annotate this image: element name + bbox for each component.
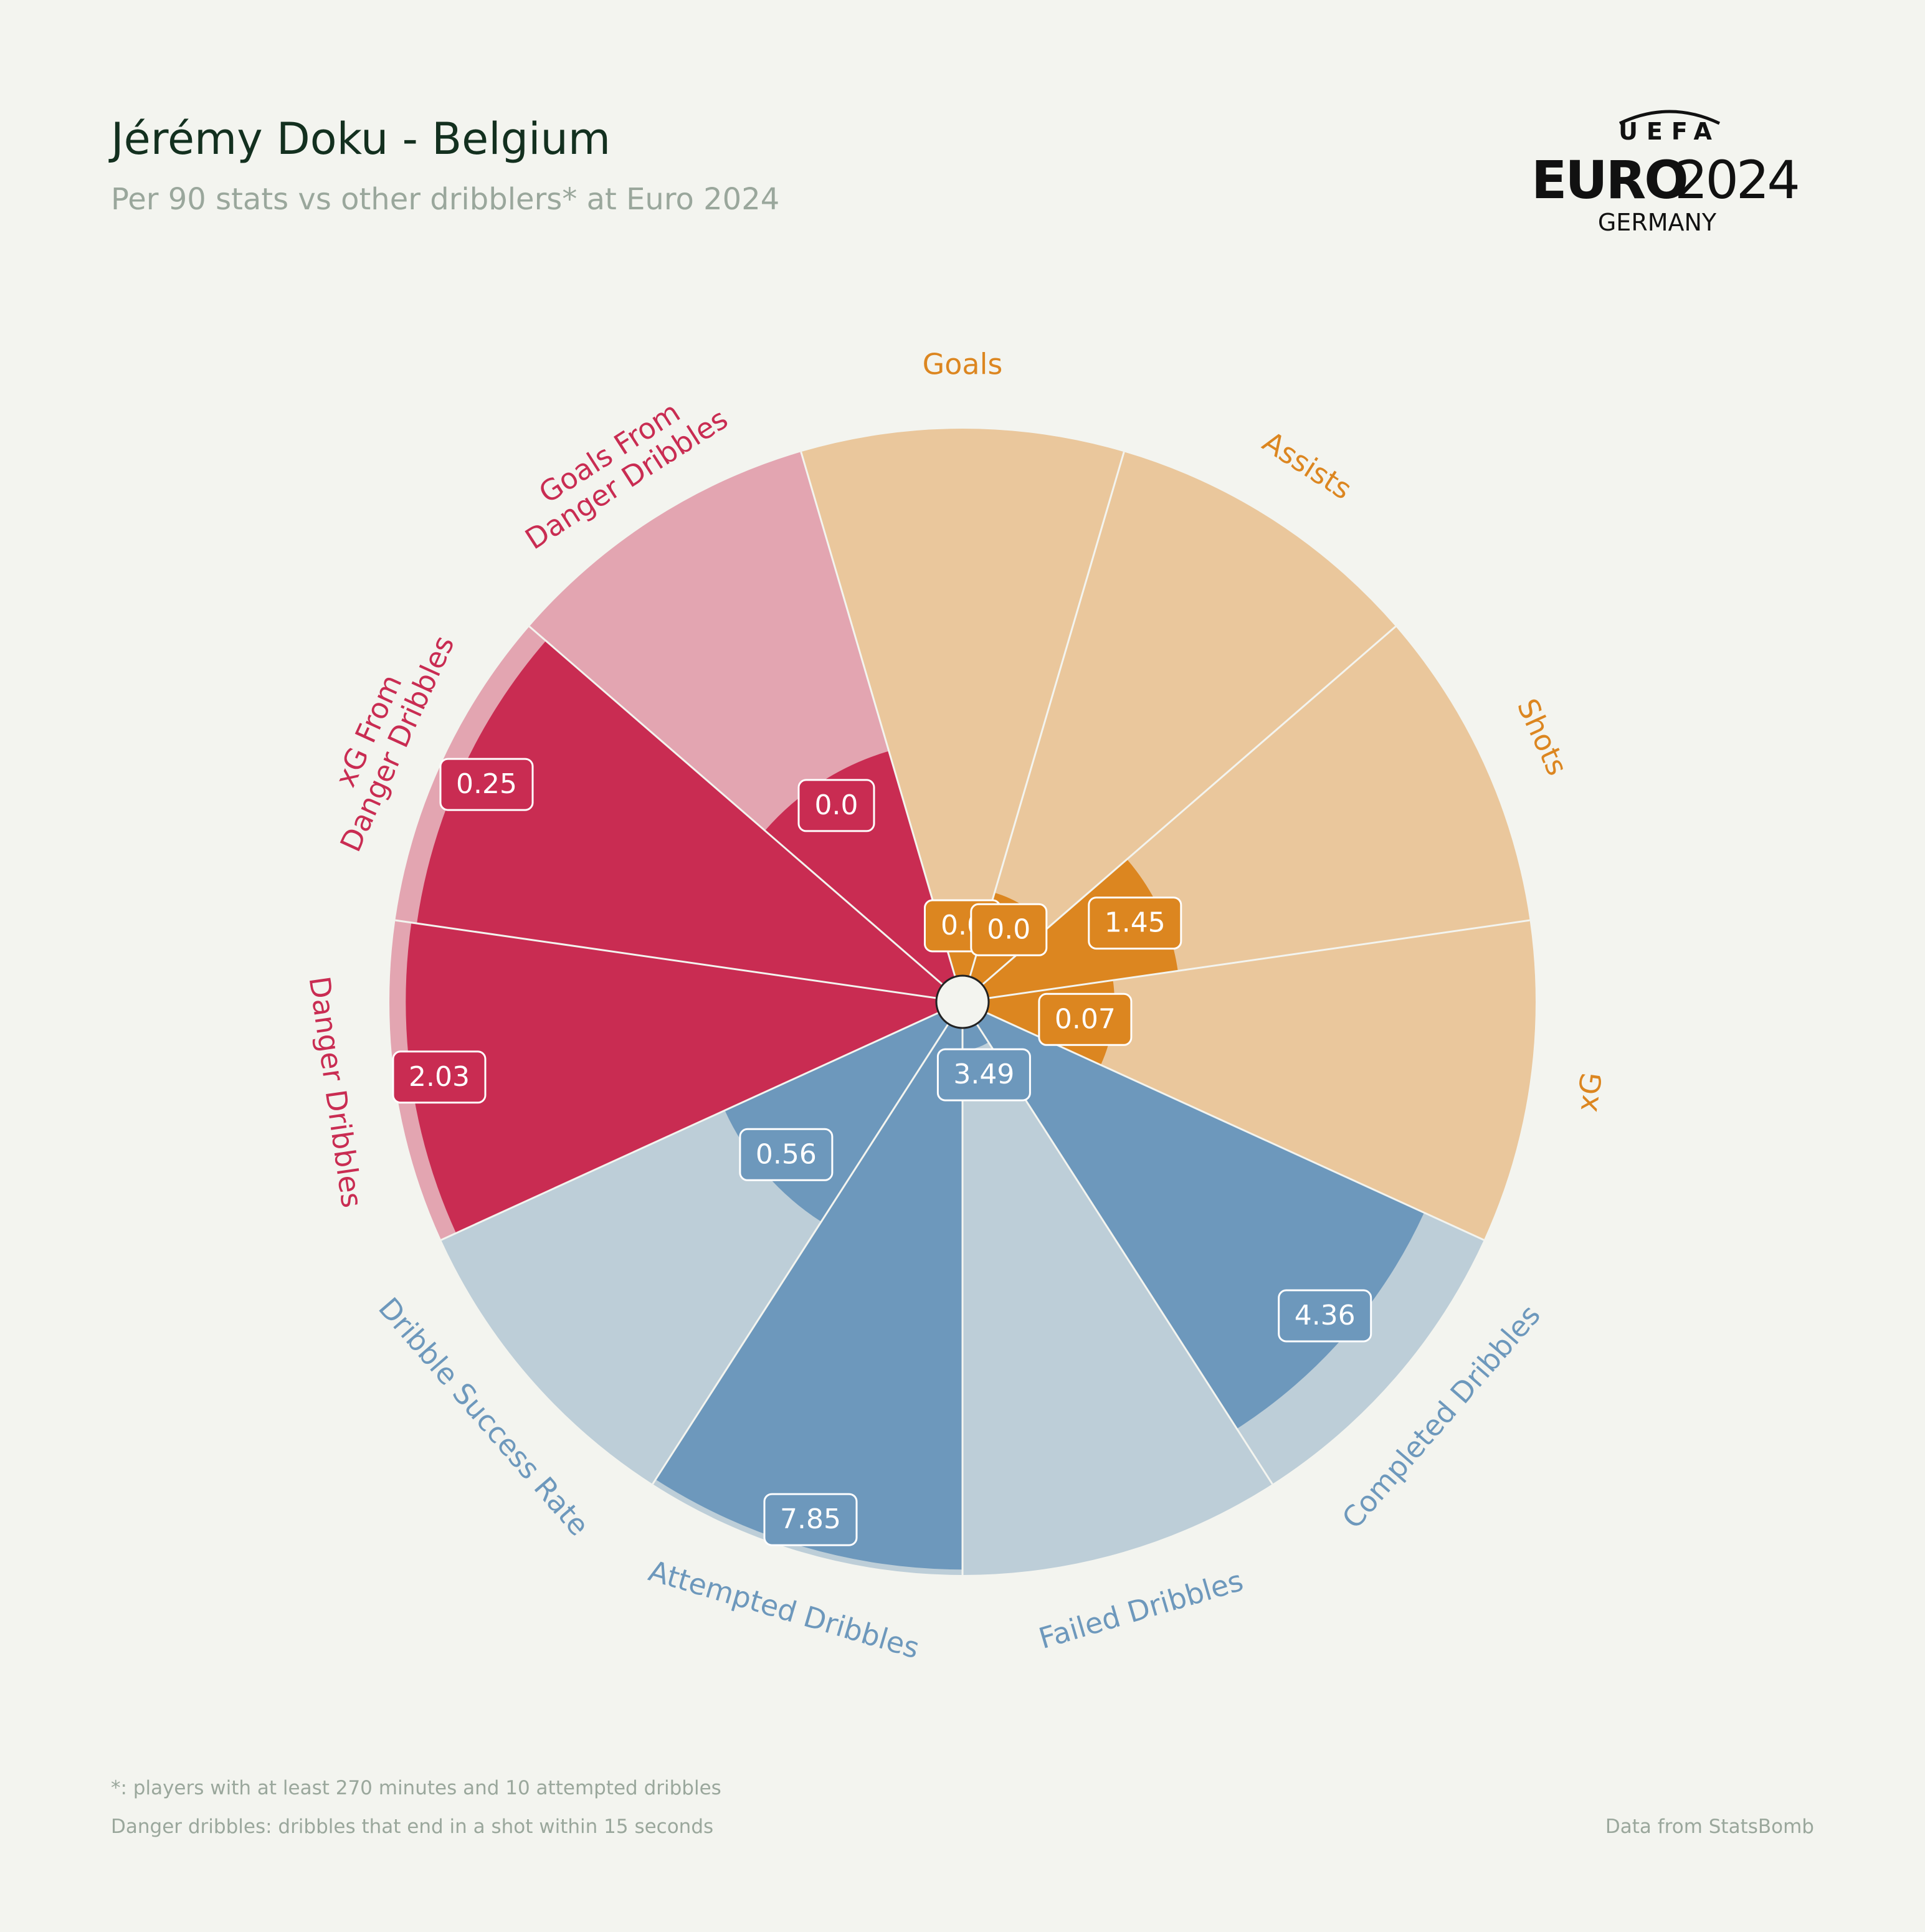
category-label-goals: Goals [923, 348, 1003, 381]
footnote-danger-dribbles: Danger dribbles: dribbles that end in a … [111, 1815, 714, 1838]
value-box-completed-dribbles: 4.36 [1278, 1289, 1372, 1343]
value-box-danger-dribbles: 2.03 [392, 1050, 487, 1104]
value-text-shots: 1.45 [1105, 907, 1166, 939]
value-text-assists: 0.0 [987, 913, 1030, 945]
value-text-danger-dribbles: 2.03 [409, 1061, 470, 1093]
value-slice-shots [962, 859, 1178, 1002]
value-text-xg-from-danger-dribbles: 0.25 [456, 768, 517, 800]
value-text-attempted-dribbles: 7.85 [780, 1503, 841, 1535]
divider-line [962, 919, 1530, 1003]
category-label-shots: Shots [1511, 693, 1574, 780]
divider-line [652, 1001, 964, 1485]
value-slice-attempted-dribbles [655, 1002, 962, 1570]
value-box-xg-from-danger-dribbles: 0.25 [439, 758, 534, 811]
svg-text:2024: 2024 [1675, 150, 1798, 211]
value-text-xg: 0.07 [1055, 1003, 1116, 1035]
value-box-failed-dribbles: 3.49 [936, 1048, 1031, 1102]
category-label-attempted-dribbles: Attempted Dribbles [645, 1554, 923, 1665]
category-label-assists: Assists [1257, 425, 1357, 507]
value-box-assists: 0.0 [970, 903, 1048, 956]
chart-title: Jérémy Doku - Belgium [111, 113, 611, 164]
value-slice-xg-from-danger-dribbles [417, 640, 962, 1002]
category-label-danger-dribbles: Danger Dribbles [302, 974, 369, 1210]
euro-2024-logo: UEFA EURO 2024 GERMANY [1531, 110, 1800, 236]
divider-line [528, 626, 963, 1003]
value-labels: 0.0 0.0 1.450.074.363.497.850.562.030.250.… [392, 758, 1372, 1546]
center-circle [935, 974, 990, 1029]
value-text-dribble-success-rate: 0.56 [756, 1138, 817, 1170]
bg-slice-failed-dribbles [962, 1002, 1273, 1575]
category-label-failed-dribbles: Failed Dribbles [1035, 1564, 1247, 1655]
value-box-shots: 1.45 [1088, 897, 1182, 950]
svg-text:GERMANY: GERMANY [1598, 209, 1717, 236]
bg-slice-goals [801, 429, 1124, 1002]
value-slice-danger-dribbles [406, 922, 962, 1234]
chart-subtitle: Per 90 stats vs other dribblers* at Euro… [111, 182, 780, 217]
value-text-failed-dribbles: 3.49 [953, 1059, 1014, 1090]
category-label-xg: xG [1570, 1070, 1609, 1114]
value-text-completed-dribbles: 4.36 [1295, 1300, 1356, 1331]
divider-line [440, 1001, 963, 1241]
footnote-qualification: *: players with at least 270 minutes and… [111, 1777, 721, 1799]
value-box-dribble-success-rate: 0.56 [739, 1128, 834, 1181]
value-box-xg: 0.07 [1038, 992, 1133, 1046]
svg-text:EURO: EURO [1531, 150, 1687, 211]
divider-line [395, 919, 963, 1003]
svg-text:UEFA: UEFA [1618, 118, 1721, 145]
bg-slice-assists [962, 452, 1396, 1002]
data-source: Data from StatsBomb [1605, 1815, 1814, 1838]
value-box-goals-from-danger-dribbles: 0.0 [797, 779, 875, 832]
value-text-goals-from-danger-dribbles: 0.0 [815, 789, 858, 821]
value-box-attempted-dribbles: 7.85 [763, 1493, 858, 1546]
